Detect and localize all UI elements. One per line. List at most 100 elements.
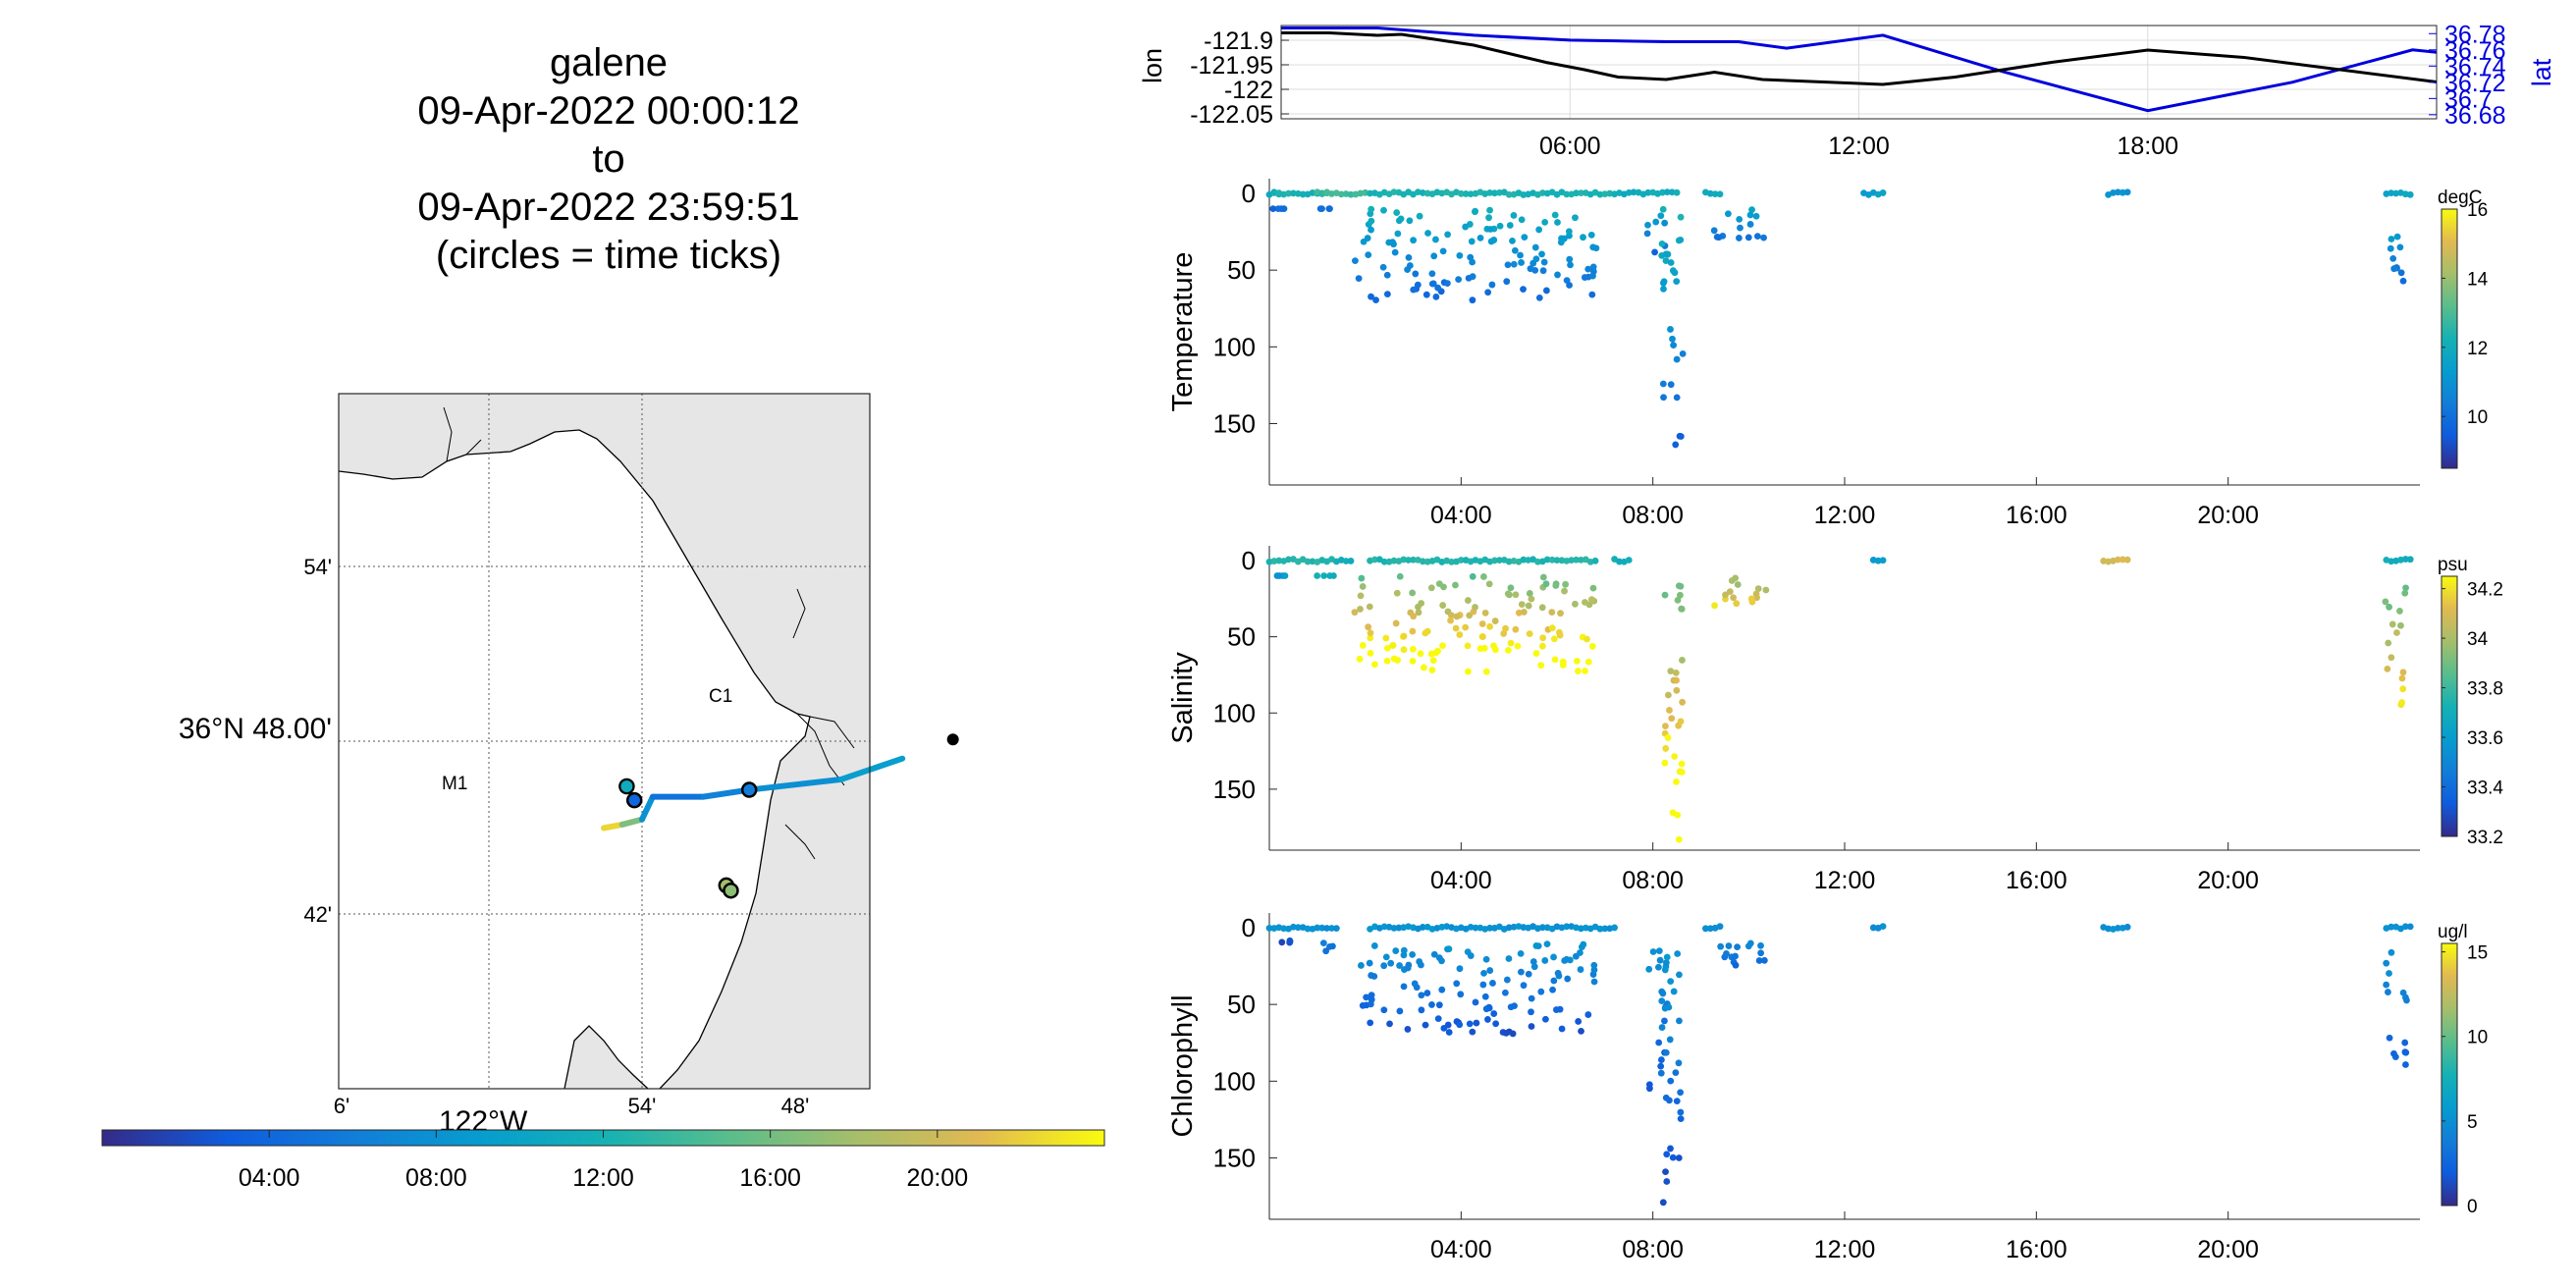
temperature-point — [1428, 270, 1436, 278]
chlorophyll-point — [1537, 988, 1545, 995]
salinity-point — [1448, 558, 1455, 565]
time-tick-circle — [740, 781, 758, 798]
temperature-point — [1532, 255, 1540, 263]
chlorophyll-point — [1386, 1020, 1393, 1028]
chlorophyll-point — [1575, 1018, 1583, 1025]
salinity-point — [2401, 589, 2409, 597]
temperature-point — [1672, 441, 1680, 449]
temperature-ytick-label: 100 — [1213, 332, 1256, 361]
chlorophyll-point — [1503, 976, 1511, 984]
temperature-point — [1506, 222, 1514, 229]
salinity-point — [1573, 658, 1581, 665]
salinity-point — [1673, 778, 1680, 785]
salinity-point — [1427, 650, 1435, 658]
temperature-point — [1391, 248, 1399, 256]
temperature-units: degC — [2438, 188, 2482, 208]
temperature-point — [1711, 190, 1719, 198]
chlorophyll-point — [1541, 957, 1549, 964]
temperature-point — [1410, 286, 1418, 294]
temperature-point — [1518, 259, 1525, 266]
chlorophyll-point — [1482, 955, 1490, 963]
salinity-point — [1515, 609, 1523, 617]
salinity-point — [1383, 657, 1391, 665]
chlorophyll-point — [1505, 1028, 1513, 1036]
salinity-point — [2123, 556, 2131, 564]
chlorophyll-point — [1423, 990, 1431, 996]
chlorophyll-point — [1520, 982, 1528, 990]
salinity-point — [1589, 584, 1597, 592]
chlorophyll-point — [1380, 1006, 1388, 1014]
temperature-point — [1337, 190, 1345, 198]
temperature-point — [1504, 261, 1512, 269]
temperature-point — [1661, 219, 1669, 227]
salinity-point — [1668, 715, 1676, 723]
salinity-point — [2401, 556, 2409, 563]
temperature-point — [1434, 284, 1442, 292]
salinity-point — [1754, 585, 1762, 592]
salinity-point — [1507, 639, 1515, 647]
chlorophyll-point — [1757, 949, 1765, 957]
chlorophyll-point — [1723, 950, 1730, 957]
salinity-point — [1752, 590, 1760, 598]
chlorophyll-point — [1611, 924, 1618, 932]
salinity-point — [1423, 627, 1431, 635]
chlorophyll-point — [2388, 948, 2395, 956]
temperature-point — [1630, 188, 1637, 196]
temperature-point — [1430, 252, 1438, 260]
salinity-point — [1453, 613, 1461, 620]
salinity-point — [1734, 581, 1742, 588]
temperature-point — [1372, 296, 1379, 304]
temperature-point — [1505, 190, 1513, 198]
rivers — [443, 406, 855, 860]
temperature-point — [1581, 274, 1588, 281]
chlorophyll-point — [1869, 924, 1877, 932]
chlorophyll-point — [1663, 1178, 1671, 1185]
temperature-point — [1486, 226, 1494, 233]
chlorophyll-colorbar-label: 5 — [2467, 1112, 2478, 1133]
chlorophyll-point — [1879, 923, 1887, 930]
temperature-point — [1673, 188, 1681, 196]
salinity-point — [1520, 556, 1528, 564]
temperature-point — [1658, 240, 1666, 247]
chlorophyll-colorbar-label: 0 — [2467, 1197, 2478, 1217]
lat-ytick-label: 36.72 — [2444, 70, 2506, 97]
salinity-point — [1573, 556, 1580, 564]
time-colorbar-label: 08:00 — [405, 1164, 467, 1192]
map-ytick-1: 54' — [303, 555, 332, 579]
salinity-point — [2385, 639, 2392, 647]
salinity-point — [1664, 734, 1672, 741]
salinity-point — [1456, 631, 1464, 638]
chlorophyll-point — [1675, 1059, 1683, 1067]
temperature-point — [1657, 212, 1665, 220]
chlorophyll-point — [1528, 1023, 1535, 1030]
chlorophyll-point — [1400, 983, 1408, 991]
temperature-point — [1365, 251, 1372, 259]
temperature-point — [1469, 296, 1476, 304]
chlorophyll-ytick-label: 0 — [1242, 913, 1256, 942]
chlorophyll-point — [1661, 1017, 1668, 1025]
chlorophyll-point — [1676, 1017, 1683, 1025]
salinity-point — [1462, 623, 1470, 631]
chlorophyll-point — [1363, 993, 1370, 1001]
salinity-point — [1556, 631, 1564, 639]
salinity-colorbar — [2441, 575, 2458, 837]
salinity-point — [1420, 664, 1427, 671]
temperature-point — [1539, 267, 1547, 275]
salinity-point — [2398, 699, 2406, 706]
lon-lat-grid — [1281, 26, 2437, 119]
salinity-point — [1574, 668, 1582, 674]
chlorophyll-point — [2401, 1039, 2409, 1046]
chlorophyll-point — [1486, 967, 1494, 974]
chlorophyll-colorbar-label: 15 — [2467, 943, 2488, 964]
temperature-colorbar — [2441, 208, 2458, 469]
salinity-point — [2397, 621, 2404, 629]
temperature-point — [1677, 237, 1685, 243]
chlorophyll-point — [1294, 924, 1302, 932]
chlorophyll-point — [1532, 942, 1540, 949]
chlorophyll-point — [1368, 995, 1375, 1003]
chlorophyll-point — [1554, 969, 1562, 977]
salinity-point — [1409, 645, 1417, 653]
temperature-point — [2396, 243, 2404, 251]
map-xtick-1: 6' — [334, 1094, 349, 1118]
temperature-ytick-label: 0 — [1242, 179, 1256, 208]
